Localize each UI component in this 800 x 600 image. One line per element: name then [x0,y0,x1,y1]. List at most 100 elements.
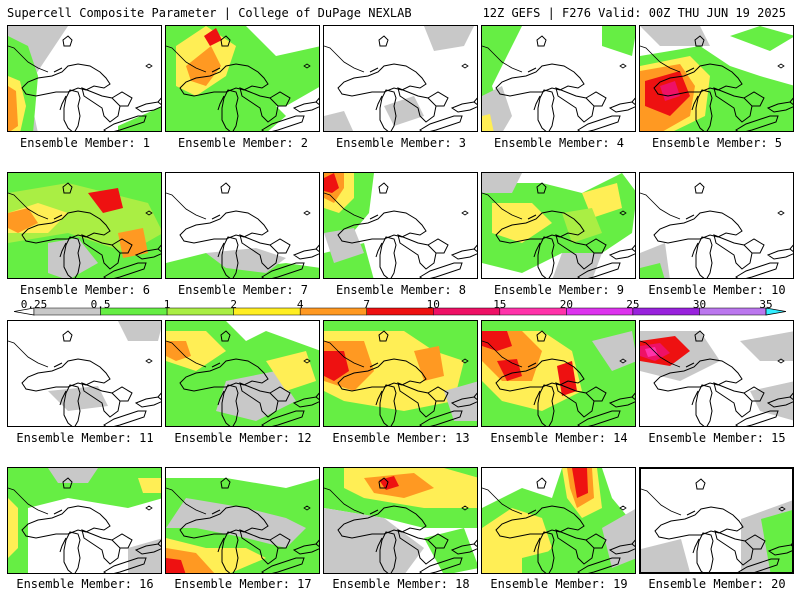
colorbar-segment [632,307,700,316]
map-field-8 [324,173,477,278]
map-panel-20[interactable] [639,467,794,574]
field-shading [602,26,635,56]
field-shading [166,253,319,278]
field-shading [379,476,399,490]
map-panel-10[interactable] [639,172,794,279]
panel-label-5: Ensemble Member: 5 [651,136,783,150]
field-shading [641,539,690,572]
field-shading [572,468,588,498]
colorbar-segment [299,307,367,316]
field-shading [482,331,512,351]
panel-label-3: Ensemble Member: 3 [335,136,467,150]
colorbar [14,307,786,316]
field-shading [592,331,635,371]
colorbar-segment [166,307,234,316]
map-field-17 [166,477,319,573]
field-shading [128,538,161,573]
map-field-1 [8,26,161,131]
field-shading [48,386,108,411]
map-field-9 [482,173,635,278]
field-shading [640,263,665,278]
map-field-18 [324,468,477,573]
field-shading [226,96,286,131]
field-shading [482,114,494,131]
map-field-3 [324,26,477,131]
colorbar-label: 35 [759,298,773,311]
map-panel-15[interactable] [639,320,794,427]
map-panel-9[interactable] [481,172,636,279]
panel-label-9: Ensemble Member: 9 [493,283,625,297]
field-shading [602,509,635,568]
map-panel-16[interactable] [7,467,162,574]
field-shading [552,253,602,278]
colorbar-label: 25 [626,298,640,311]
field-shading [118,106,161,131]
title-left: Supercell Composite Parameter | College … [7,6,412,20]
colorbar-segment [233,307,301,316]
field-shading [186,46,221,86]
field-shading [557,361,577,396]
colorbar-segment [433,307,501,316]
map-panel-17[interactable] [165,467,320,574]
panel-label-15: Ensemble Member: 15 [648,431,786,445]
map-field-15 [640,330,793,426]
field-shading [482,173,522,193]
field-shading [324,111,354,131]
field-shading [660,81,680,101]
map-panel-3[interactable] [323,25,478,132]
map-field-13 [324,321,477,426]
panel-label-4: Ensemble Member: 4 [493,136,625,150]
colorbar-label: 0.25 [20,298,48,311]
map-panel-2[interactable] [165,25,320,132]
field-shading [384,96,424,126]
field-shading [166,498,306,548]
map-field-19 [482,468,635,573]
colorbar-label: 4 [296,298,304,311]
great-lakes-outline [8,330,161,426]
map-panel-14[interactable] [481,320,636,427]
map-field-2 [166,26,319,131]
field-shading [8,86,18,131]
panel-label-12: Ensemble Member: 12 [174,431,312,445]
panel-label-1: Ensemble Member: 1 [19,136,151,150]
field-shading [8,208,38,233]
map-field-14 [482,321,635,426]
map-panel-6[interactable] [7,172,162,279]
field-shading [645,347,658,357]
map-field-11 [8,321,161,426]
panel-label-11: Ensemble Member: 11 [16,431,154,445]
field-shading [640,26,710,46]
map-panel-8[interactable] [323,172,478,279]
panel-label-6: Ensemble Member: 6 [19,283,151,297]
colorbar-label: 10 [426,298,440,311]
colorbar-label: 0.5 [90,298,111,311]
map-panel-13[interactable] [323,320,478,427]
map-panel-1[interactable] [7,25,162,132]
field-shading [324,228,364,263]
map-panel-5[interactable] [639,25,794,132]
field-shading [522,548,602,573]
map-panel-4[interactable] [481,25,636,132]
map-panel-11[interactable] [7,320,162,427]
colorbar-segment [699,307,767,316]
field-shading [118,321,161,341]
colorbar-label: 30 [692,298,707,311]
map-panel-19[interactable] [481,467,636,574]
map-field-7 [166,182,319,278]
panel-label-10: Ensemble Member: 10 [648,283,786,297]
field-shading [324,173,339,193]
field-shading [118,228,148,258]
map-field-10 [640,182,793,278]
map-panel-18[interactable] [323,467,478,574]
panel-label-16: Ensemble Member: 16 [16,577,154,591]
colorbar-segment [499,307,567,316]
field-shading [204,28,222,46]
map-panel-7[interactable] [165,172,320,279]
field-shading [424,528,477,573]
panel-label-17: Ensemble Member: 17 [174,577,312,591]
field-shading [138,478,161,493]
field-shading [166,558,186,573]
field-shading [761,510,792,572]
map-panel-12[interactable] [165,320,320,427]
colorbar-label: 1 [163,298,171,311]
